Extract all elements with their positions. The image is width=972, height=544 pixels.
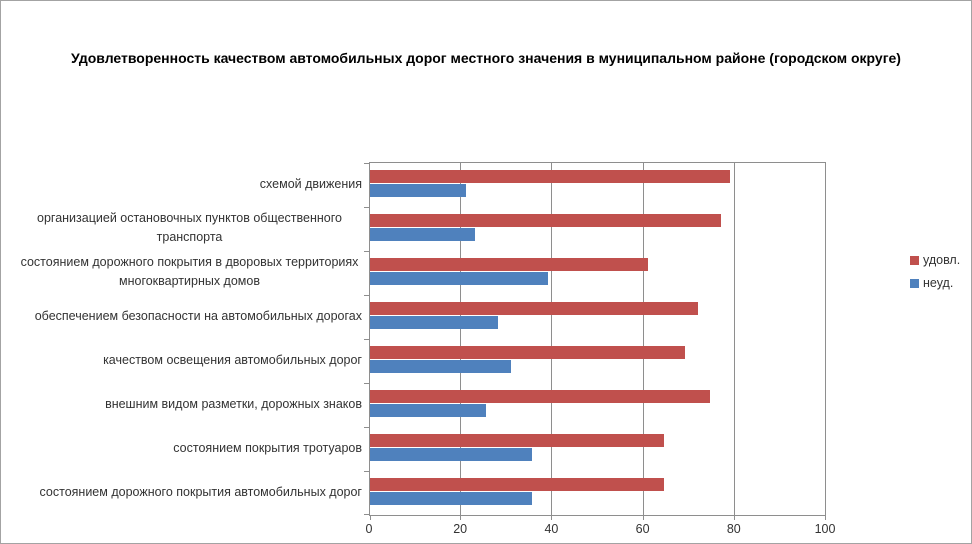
category-label-5: качеством освещения автомобильных дорог <box>17 338 362 382</box>
category-label-text: состоянием дорожного покрытия в дворовых… <box>20 255 359 288</box>
category-label-6: внешним видом разметки, дорожных знаков <box>17 382 362 426</box>
category-label-text: организацией остановочных пунктов общест… <box>37 211 342 244</box>
chart-title: Удовлетворенность качеством автомобильны… <box>71 50 901 66</box>
category-label-text: состоянием покрытия тротуаров <box>173 440 362 455</box>
category-tick-mark <box>364 207 370 208</box>
category-tick-mark <box>364 514 370 515</box>
x-axis-label-80: 80 <box>726 522 741 536</box>
category-tick-mark <box>364 339 370 340</box>
legend-label: неуд. <box>923 276 954 290</box>
legend-label: удовл. <box>923 253 961 267</box>
category-tick-mark <box>364 471 370 472</box>
x-axis-tick-mark <box>825 515 826 520</box>
category-label-1: схемой движения <box>17 162 362 206</box>
x-axis-tick-mark <box>460 515 462 520</box>
x-axis-tick-mark <box>642 515 644 520</box>
legend-item-unsatisfied: неуд. <box>910 276 960 290</box>
gridline-x-80 <box>733 163 735 515</box>
bar-unsatisfied-row-2 <box>370 228 475 241</box>
x-axis-label-20: 20 <box>453 522 468 536</box>
bar-satisfied-row-3 <box>370 258 649 271</box>
category-tick-mark <box>364 295 370 296</box>
category-tick-mark <box>364 163 370 164</box>
plot-area <box>364 162 826 520</box>
gridline-x-20 <box>460 163 462 515</box>
bar-unsatisfied-row-4 <box>370 316 498 329</box>
category-label-text: качеством освещения автомобильных дорог <box>103 352 362 367</box>
legend-swatch-icon <box>910 278 919 288</box>
x-axis-label-0: 0 <box>365 522 373 536</box>
bar-satisfied-row-1 <box>370 170 731 183</box>
x-axis-tick-mark <box>551 515 553 520</box>
category-label-text: внешним видом разметки, дорожных знаков <box>105 396 362 411</box>
bar-satisfied-row-8 <box>370 478 665 491</box>
bar-satisfied-row-6 <box>370 390 710 403</box>
bar-unsatisfied-row-7 <box>370 448 532 461</box>
bar-satisfied-row-2 <box>370 214 722 227</box>
legend-swatch-icon <box>910 255 919 265</box>
bar-satisfied-row-5 <box>370 346 685 359</box>
category-label-3: состоянием дорожного покрытия в дворовых… <box>17 250 362 294</box>
bar-unsatisfied-row-1 <box>370 184 466 197</box>
x-axis-tick-mark <box>733 515 735 520</box>
category-label-text: обеспечением безопасности на автомобильн… <box>34 308 362 323</box>
gridline-x-40 <box>551 163 553 515</box>
x-axis-tick-mark <box>370 515 371 520</box>
bar-satisfied-row-7 <box>370 434 665 447</box>
bar-unsatisfied-row-8 <box>370 492 532 505</box>
bar-unsatisfied-row-3 <box>370 272 548 285</box>
gridline-x-100 <box>825 163 826 515</box>
category-label-text: схемой движения <box>259 176 362 191</box>
category-label-8: состоянием дорожного покрытия автомобиль… <box>17 470 362 514</box>
legend-item-satisfied: удовл. <box>910 253 960 267</box>
x-axis-label-60: 60 <box>635 522 650 536</box>
category-label-text: состоянием дорожного покрытия автомобиль… <box>39 484 362 499</box>
category-tick-mark <box>364 427 370 428</box>
gridline-x-60 <box>642 163 644 515</box>
bar-satisfied-row-4 <box>370 302 699 315</box>
legend: удовл. неуд. <box>910 253 960 290</box>
bar-unsatisfied-row-5 <box>370 360 512 373</box>
x-axis-label-100: 100 <box>814 522 836 536</box>
category-label-2: организацией остановочных пунктов общест… <box>17 206 362 250</box>
bar-unsatisfied-row-6 <box>370 404 487 417</box>
category-tick-mark <box>364 251 370 252</box>
category-tick-mark <box>364 383 370 384</box>
category-label-7: состоянием покрытия тротуаров <box>17 426 362 470</box>
x-axis-label-40: 40 <box>544 522 559 536</box>
category-label-4: обеспечением безопасности на автомобильн… <box>17 294 362 338</box>
